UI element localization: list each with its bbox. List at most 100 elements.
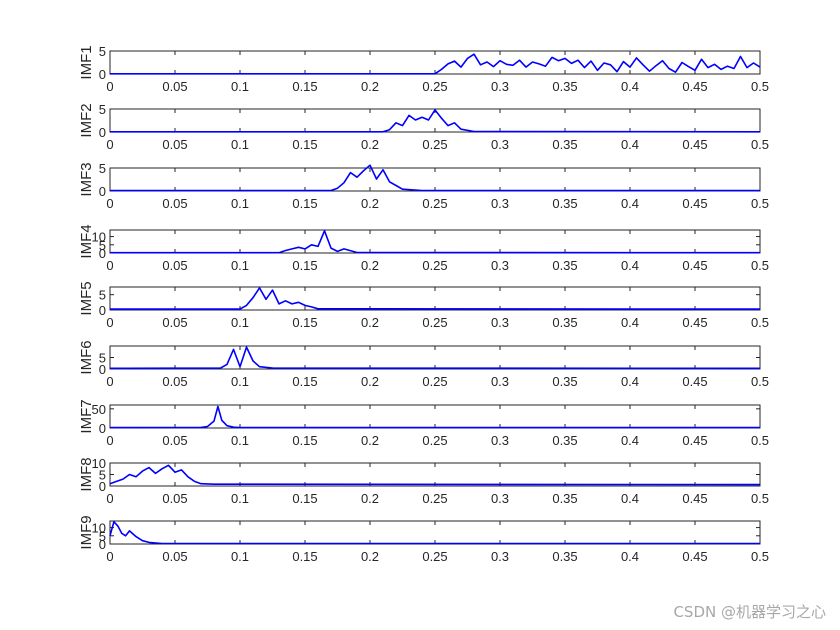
- subplot-imf3: 0 0.05 0.1 0.15 0.2 0.25 0.3 0.35 0.4 0.45 0.5 0 5 IM…: [78, 161, 769, 211]
- x-tick-label: 0.2: [361, 549, 379, 564]
- x-tick-label: 0.05: [162, 79, 187, 94]
- x-tick-label: 0.3: [491, 315, 509, 330]
- x-tick-label: 0.4: [621, 137, 639, 152]
- y-axis-label: IMF5: [78, 281, 95, 315]
- x-tick-label: 0.45: [682, 491, 707, 506]
- x-tick-label: 0.15: [292, 491, 317, 506]
- y-tick-label: 0: [99, 303, 106, 318]
- x-tick-label: 0.35: [552, 79, 577, 94]
- x-tick-label: 0.15: [292, 79, 317, 94]
- y-axis-label: IMF8: [78, 457, 95, 491]
- x-tick-label: 0.1: [231, 549, 249, 564]
- x-tick-label: 0.45: [682, 315, 707, 330]
- watermark: CSDN @机器学习之心: [673, 603, 826, 621]
- x-tick-label: 0.5: [751, 315, 769, 330]
- x-tick-label: 0.4: [621, 491, 639, 506]
- x-tick-label: 0.05: [162, 549, 187, 564]
- x-tick-label: 0: [106, 315, 113, 330]
- x-tick-label: 0.25: [422, 433, 447, 448]
- y-axis-label: IMF6: [78, 340, 95, 374]
- x-tick-label: 0.4: [621, 549, 639, 564]
- x-tick-label: 0.05: [162, 491, 187, 506]
- x-tick-label: 0.5: [751, 137, 769, 152]
- series-line: [110, 164, 760, 192]
- y-tick-label: 0: [99, 246, 106, 261]
- x-tick-label: 0.05: [162, 258, 187, 273]
- y-tick-label: 5: [99, 529, 106, 544]
- y-axis-label: IMF1: [78, 45, 95, 79]
- x-tick-label: 0.5: [751, 374, 769, 389]
- x-tick-label: 0.05: [162, 196, 187, 211]
- x-tick-label: 0.05: [162, 374, 187, 389]
- x-tick-label: 0.3: [491, 549, 509, 564]
- x-tick-label: 0.35: [552, 549, 577, 564]
- x-tick-label: 0.35: [552, 137, 577, 152]
- x-tick-label: 0.2: [361, 374, 379, 389]
- subplot-imf4: 0 0.05 0.1 0.15 0.2 0.25 0.3 0.35 0.4 0.45 0.5 0510…: [78, 224, 769, 273]
- y-tick-label: 0: [99, 479, 106, 494]
- x-tick-label: 0.25: [422, 258, 447, 273]
- x-tick-label: 0.5: [751, 258, 769, 273]
- x-tick-label: 0.15: [292, 374, 317, 389]
- y-axis-label: IMF2: [78, 103, 95, 137]
- x-tick-label: 0.1: [231, 79, 249, 94]
- x-tick-label: 0.45: [682, 258, 707, 273]
- x-tick-label: 0: [106, 258, 113, 273]
- x-tick-label: 0.1: [231, 196, 249, 211]
- x-tick-label: 0: [106, 137, 113, 152]
- y-tick-label: 10: [92, 456, 106, 471]
- y-axis-label: IMF7: [78, 399, 95, 433]
- x-tick-label: 0.45: [682, 196, 707, 211]
- y-tick-label: 5: [99, 238, 106, 253]
- y-tick-label: 0: [99, 362, 106, 377]
- x-tick-label: 0.25: [422, 315, 447, 330]
- x-tick-label: 0.15: [292, 137, 317, 152]
- y-tick-label: 10: [92, 230, 106, 245]
- x-tick-label: 0.35: [552, 315, 577, 330]
- x-tick-label: 0: [106, 549, 113, 564]
- subplot-imf5: 0 0.05 0.1 0.15 0.2 0.25 0.3 0.35 0.4 0.45 0.5 05 IM…: [78, 281, 769, 330]
- x-tick-label: 0.15: [292, 196, 317, 211]
- x-tick-label: 0.3: [491, 433, 509, 448]
- x-tick-label: 0.1: [231, 315, 249, 330]
- y-tick-label: 10: [92, 521, 106, 536]
- x-tick-label: 0.25: [422, 549, 447, 564]
- x-tick-label: 0.1: [231, 433, 249, 448]
- x-tick-label: 0: [106, 433, 113, 448]
- y-tick-label: 0: [99, 537, 106, 552]
- subplot-imf7: 0 0.05 0.1 0.15 0.2 0.25 0.3 0.35 0.4 0.45 0.5 0 50I…: [78, 399, 769, 448]
- x-tick-label: 0.4: [621, 79, 639, 94]
- y-axis-label: IMF9: [78, 515, 95, 549]
- x-tick-label: 0.35: [552, 258, 577, 273]
- x-tick-label: 0.2: [361, 258, 379, 273]
- y-axis-label: IMF3: [78, 162, 95, 196]
- x-tick-label: 0.1: [231, 137, 249, 152]
- x-tick-label: 0.2: [361, 79, 379, 94]
- x-tick-label: 0.3: [491, 491, 509, 506]
- x-tick-label: 0.15: [292, 433, 317, 448]
- x-tick-label: 0.15: [292, 549, 317, 564]
- x-tick-label: 0.4: [621, 315, 639, 330]
- x-tick-label: 0.1: [231, 258, 249, 273]
- x-tick-label: 0.5: [751, 491, 769, 506]
- x-tick-label: 0.3: [491, 137, 509, 152]
- x-tick-label: 0.05: [162, 137, 187, 152]
- y-tick-label: 5: [99, 44, 106, 59]
- x-tick-label: 0.45: [682, 549, 707, 564]
- x-tick-label: 0.2: [361, 491, 379, 506]
- x-tick-label: 0.3: [491, 79, 509, 94]
- series-line: [109, 520, 760, 545]
- series-line: [110, 109, 761, 133]
- x-tick-label: 0.4: [621, 196, 639, 211]
- x-tick-label: 0.5: [751, 196, 769, 211]
- series-line: [109, 464, 761, 486]
- x-tick-label: 0.45: [682, 137, 707, 152]
- series-line: [110, 287, 761, 310]
- x-tick-label: 0.35: [552, 491, 577, 506]
- subplot-imf6: 0 0.05 0.1 0.15 0.2 0.25 0.3 0.35 0.4 0.45 0.5 05 IM…: [78, 340, 769, 389]
- x-tick-label: 0.4: [621, 433, 639, 448]
- x-tick-label: 0.1: [231, 374, 249, 389]
- x-tick-label: 0.5: [751, 79, 769, 94]
- x-tick-label: 0.15: [292, 258, 317, 273]
